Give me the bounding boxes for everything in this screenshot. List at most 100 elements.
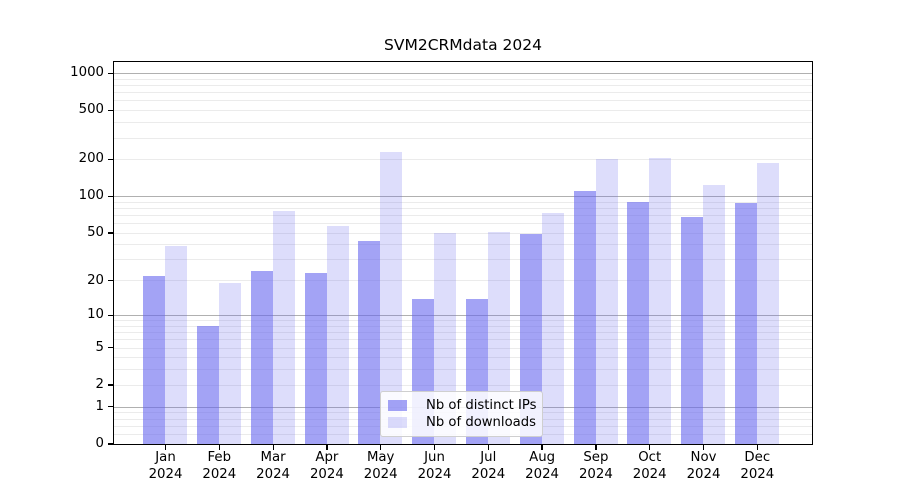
x-tick [272,445,274,450]
gridline-major [113,196,812,198]
y-tick-label: 20 [87,272,104,288]
x-tick-year: 2024 [256,466,291,482]
x-tick [756,445,758,450]
y-tick [107,443,114,445]
y-tick [107,72,114,74]
gridline-minor [113,232,812,234]
legend-label-downloads: Nb of downloads [426,415,536,430]
bar-downloads-oct [649,158,672,444]
bar-distinct-ips-mar [250,271,273,444]
bar-distinct-ips-sep [573,191,596,444]
y-tick-label: 1 [95,398,104,414]
y-tick-label: 0 [95,436,104,451]
legend-swatch-downloads [388,417,407,428]
x-tick-year: 2024 [686,466,721,482]
x-tick [595,445,597,450]
x-tick-year: 2024 [632,466,667,482]
y-tick [107,280,114,282]
x-tick-month: Sep [583,450,609,465]
bar-distinct-ips-nov [681,217,704,444]
bar-downloads-feb [219,283,242,444]
gridline-minor [113,339,812,341]
x-tick-year: 2024 [202,466,237,482]
bar-downloads-apr [326,225,349,444]
gridline-minor [113,357,812,359]
gridline-minor [113,320,812,322]
x-tick-label: Dec 2024 [722,450,792,483]
x-tick [326,445,328,450]
gridline-minor [113,207,812,209]
plot-area [112,60,813,445]
bar-distinct-ips-dec [735,202,758,444]
bar-distinct-ips-jan [143,275,166,444]
x-tick [433,445,436,450]
bar-downloads-nov [703,185,726,444]
x-tick-year: 2024 [525,466,560,482]
y-tick-label: 5 [95,339,104,355]
gridline-major [113,73,812,75]
gridline-minor [113,369,812,371]
x-tick [487,445,489,450]
legend: Nb of distinct IPs Nb of downloads [380,391,543,437]
x-tick-year: 2024 [309,466,344,482]
gridline-minor [113,122,812,124]
gridline-minor [113,201,812,203]
gridline-minor [113,280,812,282]
legend-swatch-distinct-ips [388,400,407,411]
x-tick-label: Oct 2024 [615,450,685,483]
x-tick-month: Feb [207,450,232,465]
y-tick [107,232,114,234]
gridline-minor [113,78,812,80]
x-tick-year: 2024 [417,466,452,482]
x-tick-year: 2024 [471,466,506,482]
x-tick-month: Nov [690,450,717,465]
y-tick-label: 200 [78,151,104,167]
x-tick [164,445,167,450]
y-tick [107,406,114,408]
bar-downloads-aug [541,212,564,444]
x-tick-label: Aug 2024 [507,450,577,483]
y-tick [107,384,114,386]
bar-downloads-may [380,151,403,444]
x-tick-month: Oct [638,450,662,465]
y-tick [107,195,114,197]
gridline-minor [113,347,812,349]
gridline-minor [113,215,812,217]
bar-downloads-jan [165,245,188,444]
y-tick [107,314,114,316]
gridline-minor [113,92,812,94]
gridline-minor [113,244,812,246]
bar-distinct-ips-apr [304,273,327,444]
x-tick-label: May 2024 [346,450,416,483]
gridline-minor [113,259,812,261]
bar-downloads-dec [757,162,780,444]
y-tick-label: 50 [87,225,104,240]
x-tick-month: Dec [744,450,771,465]
bar-downloads-mar [272,210,295,444]
y-tick-label: 100 [78,188,104,204]
x-tick-year: 2024 [740,466,775,482]
x-tick-label: Nov 2024 [669,450,739,483]
y-tick-label: 500 [78,102,104,118]
x-tick [541,445,543,450]
gridline-major [113,315,812,317]
gridline-minor [113,159,812,161]
legend-label-distinct-ips: Nb of distinct IPs [426,398,537,413]
legend-row-distinct-ips: Nb of distinct IPs [388,397,537,414]
chart-title: SVM2CRMdata 2024 [384,36,542,54]
bar-distinct-ips-oct [627,201,650,444]
bar-distinct-ips-may [358,240,381,444]
y-tick [107,158,114,161]
x-tick [649,445,651,450]
x-tick-month: Mar [260,450,286,465]
bar-distinct-ips-feb [197,325,220,444]
gridline-minor [113,110,812,112]
x-tick-month: Jul [480,450,497,465]
x-tick-label: Jun 2024 [400,450,470,483]
y-tick-label: 10 [87,307,104,323]
gridline-minor [113,332,812,334]
x-tick-label: Mar 2024 [238,450,308,483]
x-tick-year: 2024 [148,466,183,482]
x-tick [702,445,705,450]
